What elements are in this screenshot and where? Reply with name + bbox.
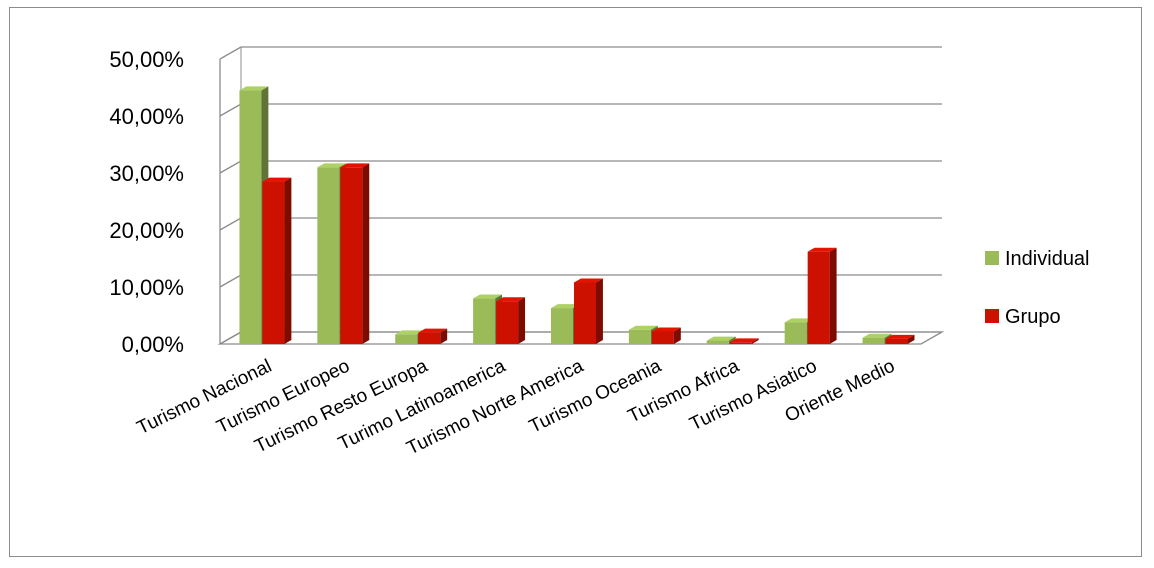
x-tick-label: Turismo Oceania (526, 355, 665, 437)
bar-top (706, 336, 736, 341)
bar-grupo (496, 297, 526, 344)
legend-swatch (985, 309, 999, 323)
gridline-side (219, 103, 242, 117)
bar-front (628, 329, 651, 344)
bar-grupo (651, 327, 681, 344)
bar-side (596, 278, 603, 344)
bar-top (551, 304, 580, 309)
bar-side (518, 297, 526, 344)
y-tick-label: 50,00% (109, 47, 184, 72)
y-tick-label: 20,00% (109, 218, 184, 243)
gridline-side (219, 46, 242, 60)
bar-grupo (885, 334, 915, 344)
bar-side (362, 163, 370, 344)
bar-front (784, 322, 807, 344)
y-tick-label: 40,00% (109, 104, 184, 129)
bar-side (673, 327, 681, 344)
bar-front (473, 298, 496, 344)
bar-top (885, 334, 915, 339)
bar-grupo (807, 247, 837, 344)
bar-chart: 0,00% 10,00% 20,00% 30,00% 40,00% 50,00% Turis… (109, 46, 1090, 459)
gridline-side (219, 160, 242, 174)
gridline-side (219, 274, 242, 288)
bar-front (574, 282, 596, 344)
y-tick-label: 0,00% (122, 332, 184, 357)
bar-grupo (574, 278, 603, 344)
bar-front (496, 301, 519, 344)
bar-side (907, 334, 915, 344)
bar-front (317, 167, 340, 344)
bar-front (807, 251, 830, 344)
bar-grupo (418, 328, 448, 344)
bar-grupo (262, 177, 292, 344)
bar-front (706, 340, 729, 344)
bar-top (262, 177, 292, 182)
chart-area: 0,00% 10,00% 20,00% 30,00% 40,00% 50,00% Turis… (9, 7, 1142, 557)
bar-front (418, 332, 441, 344)
bar-front (885, 338, 908, 344)
legend-label: Grupo (1005, 306, 1061, 328)
bar-side (829, 247, 837, 344)
bar-top (473, 294, 503, 299)
bar-top (317, 163, 347, 168)
bar-top (628, 325, 658, 330)
legend: Individual Grupo (985, 248, 1090, 328)
bar-top (651, 327, 681, 332)
bar-top (418, 328, 448, 333)
bar-side (440, 328, 448, 344)
bar-front (262, 181, 285, 344)
bar-front (340, 167, 363, 344)
gridline-side (219, 217, 242, 231)
bars (239, 86, 915, 344)
bar-side (284, 177, 292, 344)
bar-side (751, 338, 759, 344)
bar-front (651, 331, 674, 344)
bar-front (729, 342, 752, 344)
bar-grupo (340, 163, 370, 344)
bar-top (729, 338, 759, 343)
bar-top (340, 163, 370, 168)
bar-top (395, 330, 425, 335)
bar-front (395, 334, 418, 344)
legend-label: Individual (1005, 248, 1090, 270)
bar-front (551, 308, 573, 344)
y-tick-label: 10,00% (109, 275, 184, 300)
chart-floor (217, 331, 945, 345)
bar-front (862, 337, 885, 344)
y-tick-label: 30,00% (109, 161, 184, 186)
bar-top (574, 278, 603, 283)
x-tick-label: Turismo Nacional (134, 356, 275, 439)
bar-top (807, 247, 837, 252)
bar-top (784, 318, 814, 323)
bar-grupo (729, 338, 759, 344)
bar-front (239, 90, 262, 344)
bar-top (496, 297, 526, 302)
bar-top (239, 86, 269, 91)
bar-top (862, 333, 892, 338)
legend-swatch (985, 251, 999, 265)
